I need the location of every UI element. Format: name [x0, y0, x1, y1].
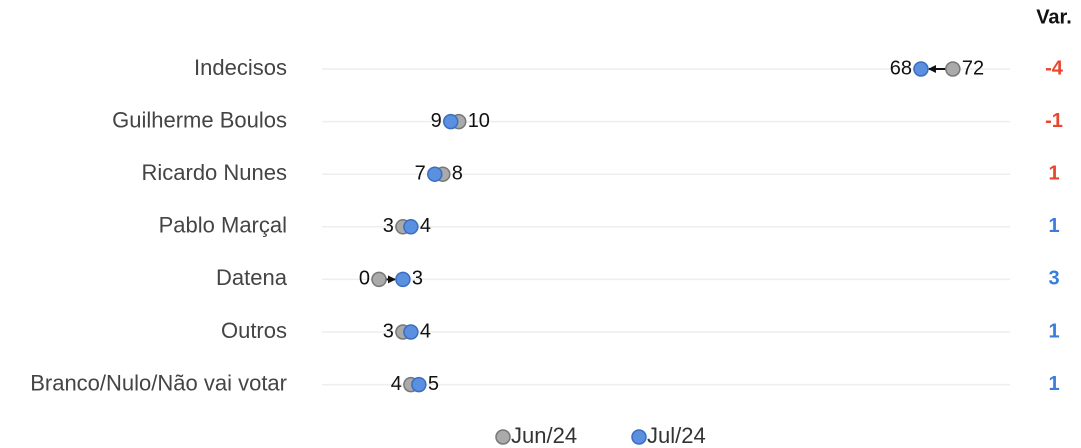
legend-label: Jul/24	[647, 423, 706, 448]
value-label: 4	[420, 320, 431, 342]
dot	[945, 61, 961, 77]
value-label: 68	[890, 57, 912, 79]
legend-label: Jun/24	[511, 423, 577, 448]
legend-swatch	[495, 429, 511, 445]
value-label: 3	[412, 268, 423, 290]
value-label: 8	[452, 162, 463, 184]
category-label: Guilherme Boulos	[112, 107, 287, 132]
category-label: Outros	[221, 318, 287, 343]
value-label: 10	[468, 110, 490, 132]
dot	[395, 271, 411, 288]
dot	[371, 271, 387, 288]
dot	[411, 376, 427, 393]
value-label: 5	[428, 373, 439, 395]
variation-label: 3	[1048, 268, 1059, 290]
dot	[442, 113, 459, 130]
dot	[427, 166, 443, 182]
value-label: 3	[383, 215, 394, 237]
variation-label: 1	[1048, 320, 1059, 342]
value-label: 0	[359, 268, 370, 290]
category-label: Indecisos	[194, 55, 287, 80]
value-label: 4	[391, 373, 402, 395]
dot	[403, 324, 419, 340]
value-label: 3	[383, 320, 394, 342]
variation-label: 1	[1048, 215, 1059, 237]
variation-label: -1	[1045, 110, 1063, 132]
value-label: 7	[415, 162, 426, 184]
category-label: Branco/Nulo/Não vai votar	[30, 370, 287, 395]
category-label: Ricardo Nunes	[141, 160, 287, 185]
variation-label: 1	[1048, 162, 1059, 184]
value-label: 9	[431, 110, 442, 132]
category-label: Datena	[216, 265, 288, 290]
legend-swatch	[631, 429, 647, 445]
dot	[403, 219, 419, 235]
dot	[913, 61, 929, 77]
variation-label: -4	[1045, 57, 1064, 79]
variation-label: 1	[1048, 373, 1059, 395]
value-label: 72	[962, 57, 984, 79]
category-label: Pablo Marçal	[159, 213, 287, 238]
variation-title: Var.	[1036, 6, 1072, 28]
value-label: 4	[420, 215, 431, 237]
